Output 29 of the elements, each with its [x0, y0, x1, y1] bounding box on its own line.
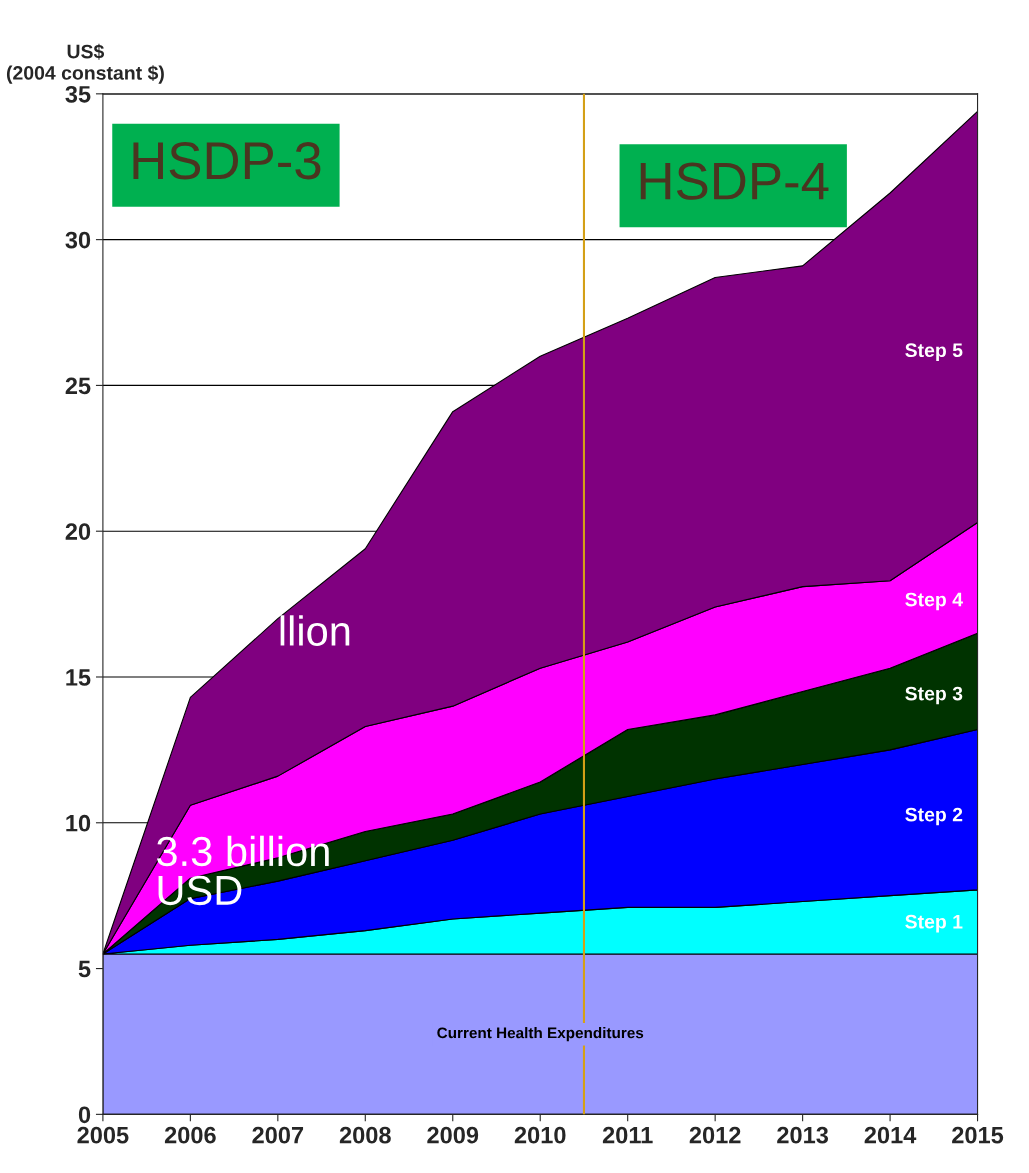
- x-tick-label: 2013: [777, 1126, 829, 1144]
- x-tick-label: 2007: [252, 1126, 304, 1144]
- series-label: Step 1: [905, 914, 963, 933]
- y-tick-label: 25: [65, 377, 91, 395]
- y-tick-label: 30: [65, 231, 91, 249]
- x-tick-label: 2014: [864, 1126, 917, 1144]
- annotation: HSDP-4: [640, 162, 829, 200]
- y-axis-title: US$ (2004 constant $): [6, 43, 164, 84]
- series-label: Current Health Expenditures: [437, 1027, 644, 1042]
- x-tick-label: 2009: [427, 1126, 479, 1144]
- y-tick-label: 0: [78, 1106, 91, 1124]
- y-tick-label: 5: [78, 960, 91, 978]
- x-tick-label: 2015: [952, 1126, 1004, 1144]
- series-label: Step 4: [905, 592, 963, 611]
- y-tick-label: 20: [65, 523, 91, 540]
- y-tick-label: 10: [66, 814, 91, 832]
- x-tick-label: 2005: [77, 1126, 129, 1144]
- series-label: Step 5: [905, 343, 963, 361]
- annotation: llion: [280, 615, 350, 646]
- series-label: Step 2: [905, 807, 963, 826]
- y-tick-label: 15: [66, 669, 91, 686]
- x-tick-label: 2006: [164, 1126, 216, 1144]
- y-tick-label: 35: [65, 85, 91, 103]
- annotation: HSDP-3: [133, 142, 321, 180]
- x-tick-label: 2008: [339, 1126, 391, 1144]
- x-tick-label: 2012: [689, 1126, 741, 1144]
- series-label: Step 3: [905, 686, 963, 705]
- x-tick-label: 2011: [602, 1126, 653, 1144]
- x-tick-label: 2010: [514, 1126, 566, 1144]
